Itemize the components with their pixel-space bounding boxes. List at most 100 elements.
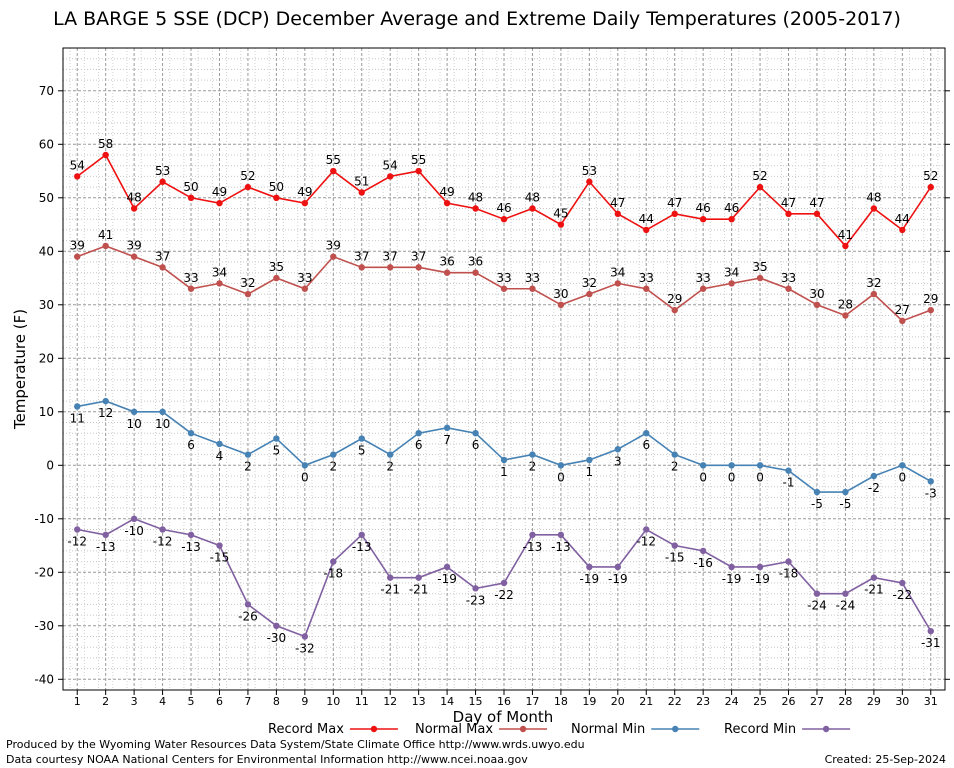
data-point-record-min [102, 531, 109, 539]
data-point-normal-min [785, 467, 792, 474]
data-point-normal-max [643, 285, 650, 292]
data-point-normal-min [102, 397, 109, 405]
data-point-normal-max [557, 301, 565, 308]
data-label-record-max: 53 [582, 164, 597, 178]
data-point-normal-min [927, 478, 934, 485]
x-tick-label: 15 [469, 695, 483, 708]
data-point-normal-min [728, 462, 735, 469]
data-point-normal-max [443, 269, 451, 276]
data-label-record-min: -22 [893, 588, 913, 602]
data-point-normal-min [813, 488, 821, 496]
x-tick-label: 31 [924, 695, 938, 708]
data-label-normal-min: 11 [70, 411, 85, 425]
y-tick-label: -20 [34, 565, 54, 579]
data-point-record-max [927, 183, 934, 191]
x-tick-label: 20 [611, 695, 625, 708]
x-tick-label: 14 [440, 695, 454, 708]
data-point-record-max [415, 167, 422, 175]
data-label-record-max: 49 [212, 185, 227, 199]
data-label-normal-max: 41 [98, 228, 113, 242]
data-label-normal-max: 36 [468, 255, 483, 269]
data-point-record-min [244, 601, 252, 608]
data-point-normal-min [159, 408, 166, 415]
data-point-normal-min [301, 462, 309, 469]
data-label-normal-min: 4 [216, 449, 224, 463]
data-label-normal-max: 29 [923, 292, 938, 306]
data-label-record-max: 54 [70, 158, 85, 172]
data-point-record-min [842, 590, 849, 597]
data-point-record-min [273, 622, 280, 629]
data-point-record-min [159, 526, 166, 533]
data-label-record-min: -31 [921, 636, 941, 650]
x-tick-label: 17 [525, 695, 539, 708]
data-label-normal-min: 2 [329, 460, 337, 474]
data-label-normal-min: 6 [472, 438, 480, 452]
series-record-min: -12 -13-10-12 -13-15-26-30-32-18-13-21 -21-… [67, 515, 941, 656]
data-label-record-min: -16 [693, 556, 713, 570]
data-point-normal-max [74, 253, 81, 260]
x-tick-label: 6 [216, 695, 223, 708]
footer-data-courtesy: Data courtesy NOAA National Centers for … [6, 753, 528, 766]
data-point-record-max [529, 205, 536, 212]
data-point-normal-max [927, 306, 934, 314]
data-point-record-max [130, 205, 138, 212]
data-point-normal-min [500, 456, 508, 464]
data-point-normal-max [102, 242, 109, 250]
x-tick-label: 22 [668, 695, 682, 708]
data-point-record-max [358, 189, 365, 196]
data-point-record-min [870, 574, 878, 581]
y-tick-label: 0 [46, 458, 54, 472]
data-label-record-min: -12 [153, 535, 173, 549]
data-point-record-min [671, 542, 678, 549]
data-point-normal-min [756, 462, 764, 469]
data-label-normal-max: 34 [724, 265, 739, 279]
data-label-record-max: 46 [496, 201, 511, 215]
data-label-normal-max: 35 [269, 260, 284, 274]
data-point-normal-max [785, 285, 792, 292]
x-tick-label: 5 [188, 695, 195, 708]
data-label-normal-max: 39 [326, 239, 341, 253]
legend-marker-record-min [822, 725, 830, 733]
data-label-record-min: -19 [437, 572, 457, 586]
data-point-record-min [699, 547, 707, 555]
legend-item-normal-min: Normal Min [571, 722, 700, 737]
x-tick-label: 23 [696, 695, 710, 708]
data-point-record-max [899, 226, 906, 234]
x-tick-label: 11 [355, 695, 369, 708]
legend-label-normal-max: Normal Max [415, 722, 493, 737]
data-label-record-min: -22 [494, 588, 514, 602]
data-label-record-min: -21 [380, 583, 400, 597]
data-label-record-min: -19 [608, 572, 628, 586]
data-label-record-max: 49 [439, 185, 454, 199]
data-label-normal-min: 3 [614, 454, 622, 468]
y-tick-label: 20 [39, 351, 54, 365]
data-label-normal-min: 6 [187, 438, 195, 452]
data-label-normal-min: 2 [386, 460, 394, 474]
data-point-normal-min [273, 435, 280, 442]
data-point-record-min [500, 579, 508, 587]
x-tick-label: 9 [301, 695, 308, 708]
data-label-normal-min: 0 [699, 470, 707, 484]
data-label-record-min: -21 [409, 583, 429, 597]
x-tick-label: 1 [74, 695, 81, 708]
legend-label-record-min: Record Min [724, 722, 796, 737]
data-point-record-min [301, 633, 309, 640]
x-tick-label: 27 [810, 695, 824, 708]
data-label-normal-min: 6 [415, 438, 423, 452]
data-label-record-max: 55 [411, 153, 426, 167]
y-tick-label: -40 [34, 672, 54, 686]
x-tick-label: 19 [582, 695, 596, 708]
legend-marker-record-max [370, 725, 378, 733]
data-label-normal-min: 0 [557, 470, 565, 484]
data-label-normal-max: 39 [126, 239, 141, 253]
y-tick-label: 70 [39, 84, 54, 98]
data-label-record-min: -15 [210, 551, 230, 565]
data-point-record-min [74, 526, 81, 533]
data-label-normal-min: -3 [925, 486, 937, 500]
data-point-normal-max [216, 280, 223, 287]
x-tick-label: 16 [497, 695, 511, 708]
data-point-record-min [386, 574, 394, 581]
data-label-normal-max: 33 [781, 271, 796, 285]
